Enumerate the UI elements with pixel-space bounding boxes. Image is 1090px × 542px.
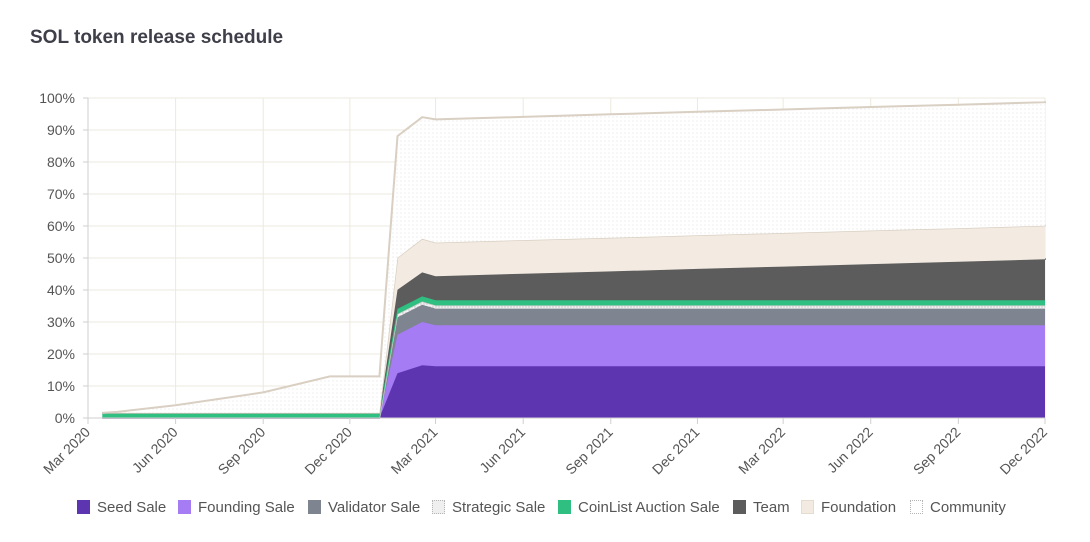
area-foundation[interactable] xyxy=(102,224,1046,413)
legend-item-founding-sale[interactable]: Founding Sale xyxy=(178,496,295,518)
x-tick-label: Jun 2021 xyxy=(476,424,528,476)
y-tick-label: 0% xyxy=(55,410,75,426)
y-tick-label: 70% xyxy=(47,186,75,202)
legend-item-foundation[interactable]: Foundation xyxy=(801,496,896,518)
x-tick-label: Sep 2021 xyxy=(562,424,616,478)
x-tick-label: Mar 2021 xyxy=(388,424,441,477)
x-tick-label: Dec 2020 xyxy=(301,424,355,478)
y-tick-label: 10% xyxy=(47,378,75,394)
legend-item-validator-sale[interactable]: Validator Sale xyxy=(308,496,420,518)
legend-label: Team xyxy=(753,498,790,516)
legend-label: Strategic Sale xyxy=(452,498,546,516)
area-founding-sale[interactable] xyxy=(102,322,1046,418)
y-tick-label: 80% xyxy=(47,154,75,170)
area-seed-sale[interactable] xyxy=(102,365,1046,418)
x-tick-label: Dec 2021 xyxy=(649,424,703,478)
y-tick-label: 30% xyxy=(47,314,75,330)
line-community xyxy=(102,101,1046,414)
y-tick-label: 90% xyxy=(47,122,75,138)
legend-swatch xyxy=(801,500,814,514)
x-tick-label: Mar 2020 xyxy=(40,424,93,477)
legend-swatch xyxy=(178,500,191,514)
legend-label: Seed Sale xyxy=(97,498,167,516)
x-tick-label: Dec 2022 xyxy=(996,424,1050,478)
legend-swatch xyxy=(733,500,746,514)
y-tick-label: 40% xyxy=(47,282,75,298)
y-tick-label: 50% xyxy=(47,250,75,266)
x-tick-label: Jun 2020 xyxy=(129,424,181,476)
legend-swatch xyxy=(432,500,445,514)
stacked-areas xyxy=(102,101,1046,419)
x-tick-label: Sep 2020 xyxy=(215,424,269,478)
legend-swatch xyxy=(308,500,321,514)
legend-item-coinlist-auction-sale[interactable]: CoinList Auction Sale xyxy=(558,496,720,518)
chart-legend: Seed Sale Founding Sale Validator Sale Stra… xyxy=(0,496,1090,520)
legend-label: Foundation xyxy=(821,498,897,516)
legend-swatch xyxy=(910,500,923,514)
legend-label: CoinList Auction Sale xyxy=(578,498,720,516)
legend-label: Validator Sale xyxy=(328,498,421,516)
y-tick-label: 60% xyxy=(47,218,75,234)
legend-item-seed-sale[interactable]: Seed Sale xyxy=(77,496,166,518)
legend-swatch xyxy=(77,500,90,514)
legend-item-community[interactable]: Community xyxy=(910,496,1006,518)
y-tick-label: 100% xyxy=(39,90,75,106)
x-tick-label: Sep 2022 xyxy=(910,424,964,478)
legend-item-team[interactable]: Team xyxy=(733,496,790,518)
legend-label: Community xyxy=(930,498,1006,516)
x-tick-label: Mar 2022 xyxy=(735,424,788,477)
legend-swatch xyxy=(558,500,571,514)
x-tick-label: Jun 2022 xyxy=(824,424,876,476)
area-validator-sale[interactable] xyxy=(102,304,1046,418)
area-community[interactable] xyxy=(102,101,1046,413)
area-team[interactable] xyxy=(102,258,1046,413)
legend-item-strategic-sale[interactable]: Strategic Sale xyxy=(432,496,545,518)
y-tick-label: 20% xyxy=(47,346,75,362)
legend-label: Founding Sale xyxy=(198,498,295,516)
chart-title: SOL token release schedule xyxy=(30,27,284,48)
